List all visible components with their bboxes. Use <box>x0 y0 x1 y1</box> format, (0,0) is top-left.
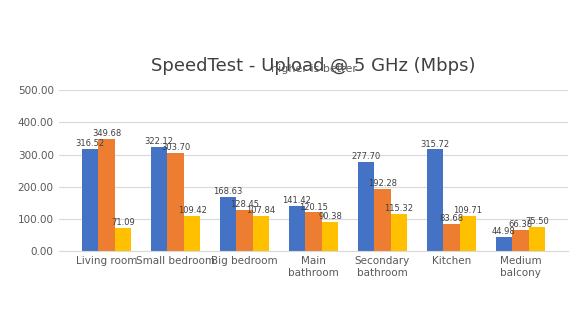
Bar <box>427 149 443 251</box>
Bar <box>460 216 476 251</box>
Text: 66.38: 66.38 <box>508 220 533 229</box>
Bar <box>322 222 338 251</box>
Text: 141.42: 141.42 <box>282 196 311 205</box>
Text: 192.28: 192.28 <box>368 179 397 188</box>
Bar <box>357 162 374 251</box>
Text: 315.72: 315.72 <box>420 139 449 148</box>
Bar <box>253 216 270 251</box>
Bar <box>151 147 167 251</box>
Text: 303.70: 303.70 <box>161 143 190 152</box>
Bar <box>374 189 391 251</box>
Bar <box>98 138 115 251</box>
Text: 75.50: 75.50 <box>525 217 549 226</box>
Text: 316.52: 316.52 <box>76 139 105 148</box>
Bar <box>496 237 512 251</box>
Bar <box>512 230 529 251</box>
Bar <box>82 149 98 251</box>
Text: 44.98: 44.98 <box>492 227 516 236</box>
Text: 109.42: 109.42 <box>178 206 206 215</box>
Text: 277.70: 277.70 <box>351 152 380 161</box>
Text: 168.63: 168.63 <box>213 187 243 196</box>
Text: 90.38: 90.38 <box>318 212 342 221</box>
Title: SpeedTest - Upload @ 5 GHz (Mbps): SpeedTest - Upload @ 5 GHz (Mbps) <box>151 57 476 75</box>
Bar <box>220 197 236 251</box>
Text: 83.68: 83.68 <box>440 214 464 223</box>
Text: 349.68: 349.68 <box>92 128 121 137</box>
Text: 120.15: 120.15 <box>299 203 328 212</box>
Bar <box>167 153 184 251</box>
Bar <box>289 206 305 251</box>
Bar <box>115 228 131 251</box>
Text: 115.32: 115.32 <box>384 204 414 213</box>
Text: 109.71: 109.71 <box>454 206 482 215</box>
Bar <box>184 216 200 251</box>
Text: 322.12: 322.12 <box>145 137 173 147</box>
Bar <box>443 224 460 251</box>
Text: 107.84: 107.84 <box>247 206 275 215</box>
Bar <box>305 213 322 251</box>
Bar <box>236 210 253 251</box>
Text: 128.45: 128.45 <box>230 200 259 209</box>
Bar <box>391 214 407 251</box>
Text: higher is better: higher is better <box>271 64 356 74</box>
Text: 71.09: 71.09 <box>111 218 135 227</box>
Bar <box>529 227 545 251</box>
